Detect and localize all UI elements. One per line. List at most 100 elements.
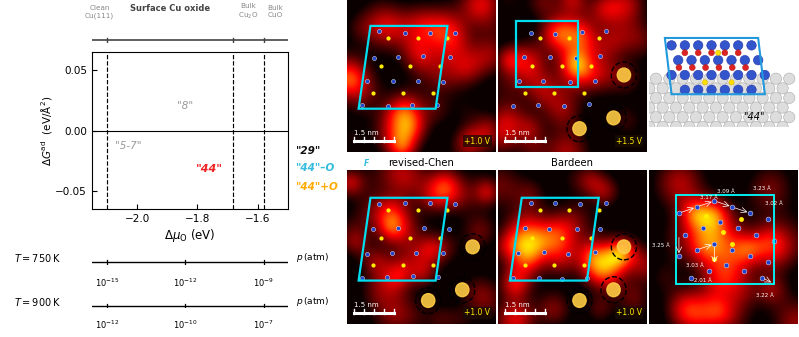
Circle shape bbox=[702, 80, 708, 85]
Circle shape bbox=[657, 102, 668, 113]
Circle shape bbox=[717, 73, 728, 84]
Circle shape bbox=[760, 70, 769, 80]
Circle shape bbox=[747, 70, 756, 80]
Circle shape bbox=[744, 112, 755, 123]
Circle shape bbox=[670, 83, 682, 94]
Circle shape bbox=[618, 240, 630, 254]
Y-axis label: $\Delta G^{\rm ad}$  (eV/Å$^2$): $\Delta G^{\rm ad}$ (eV/Å$^2$) bbox=[39, 95, 54, 166]
Circle shape bbox=[704, 92, 715, 103]
Circle shape bbox=[784, 73, 795, 84]
Circle shape bbox=[664, 92, 675, 103]
Circle shape bbox=[670, 102, 682, 113]
Text: +1.5 V: +1.5 V bbox=[616, 136, 642, 146]
Circle shape bbox=[709, 50, 714, 56]
Circle shape bbox=[644, 121, 655, 132]
Text: 3.03 Å: 3.03 Å bbox=[686, 263, 704, 268]
Circle shape bbox=[784, 112, 795, 123]
Circle shape bbox=[690, 65, 695, 70]
Circle shape bbox=[697, 83, 708, 94]
Text: "44"–O: "44"–O bbox=[296, 163, 335, 173]
Circle shape bbox=[730, 112, 741, 123]
Circle shape bbox=[694, 70, 703, 80]
Text: "29": "29" bbox=[296, 146, 320, 156]
Circle shape bbox=[684, 83, 695, 94]
Circle shape bbox=[466, 240, 479, 254]
Text: $10^{-10}$: $10^{-10}$ bbox=[173, 319, 197, 331]
Text: $p\,{\rm (atm)}$: $p\,{\rm (atm)}$ bbox=[296, 251, 329, 264]
Circle shape bbox=[753, 55, 763, 65]
Circle shape bbox=[422, 294, 435, 307]
Text: 3.17 Å: 3.17 Å bbox=[700, 195, 718, 200]
Circle shape bbox=[664, 112, 675, 123]
Circle shape bbox=[770, 112, 781, 123]
Circle shape bbox=[644, 83, 655, 94]
Circle shape bbox=[750, 121, 761, 132]
Circle shape bbox=[777, 83, 789, 94]
Circle shape bbox=[777, 102, 789, 113]
Text: "44": "44" bbox=[196, 163, 223, 174]
Circle shape bbox=[770, 73, 781, 84]
Circle shape bbox=[716, 50, 721, 55]
Circle shape bbox=[720, 70, 729, 80]
Circle shape bbox=[704, 112, 715, 123]
Circle shape bbox=[730, 73, 741, 84]
Circle shape bbox=[750, 102, 761, 113]
Circle shape bbox=[747, 85, 756, 95]
Circle shape bbox=[680, 85, 690, 95]
Text: $T = 750\,{\rm K}$: $T = 750\,{\rm K}$ bbox=[14, 252, 61, 264]
Circle shape bbox=[724, 121, 735, 132]
Circle shape bbox=[742, 65, 749, 70]
Circle shape bbox=[670, 121, 682, 132]
Circle shape bbox=[707, 41, 716, 50]
Circle shape bbox=[717, 92, 728, 103]
Text: "8": "8" bbox=[177, 101, 193, 111]
Text: 3.09 Å: 3.09 Å bbox=[718, 189, 735, 194]
Text: 1.5 nm: 1.5 nm bbox=[354, 130, 379, 136]
Circle shape bbox=[677, 73, 688, 84]
Circle shape bbox=[729, 65, 735, 70]
Circle shape bbox=[704, 73, 715, 84]
Text: 3.02 Å: 3.02 Å bbox=[765, 202, 782, 207]
Circle shape bbox=[750, 83, 761, 94]
Text: $T = 900\,{\rm K}$: $T = 900\,{\rm K}$ bbox=[14, 296, 61, 308]
Circle shape bbox=[650, 73, 662, 84]
Circle shape bbox=[674, 55, 683, 65]
Circle shape bbox=[757, 73, 768, 84]
Text: 1.5 nm: 1.5 nm bbox=[506, 302, 530, 308]
Circle shape bbox=[657, 121, 668, 132]
Circle shape bbox=[690, 112, 702, 123]
Circle shape bbox=[680, 41, 690, 50]
Circle shape bbox=[733, 41, 743, 50]
Circle shape bbox=[737, 121, 748, 132]
Circle shape bbox=[690, 73, 702, 84]
Circle shape bbox=[697, 121, 708, 132]
Circle shape bbox=[607, 283, 620, 297]
Circle shape bbox=[733, 70, 743, 80]
Circle shape bbox=[573, 294, 586, 307]
Text: "44": "44" bbox=[743, 112, 765, 122]
Text: "5-7": "5-7" bbox=[115, 141, 141, 151]
Circle shape bbox=[740, 55, 749, 65]
Text: $10^{-9}$: $10^{-9}$ bbox=[253, 277, 274, 289]
Text: 1.5 nm: 1.5 nm bbox=[354, 302, 379, 308]
Text: revised-Chen: revised-Chen bbox=[388, 158, 454, 168]
Circle shape bbox=[455, 283, 469, 297]
Circle shape bbox=[710, 102, 721, 113]
Circle shape bbox=[707, 70, 716, 80]
Circle shape bbox=[747, 41, 756, 50]
Circle shape bbox=[695, 50, 702, 56]
Text: Bulk
Cu$_2$O: Bulk Cu$_2$O bbox=[238, 3, 259, 21]
Circle shape bbox=[684, 121, 695, 132]
Circle shape bbox=[694, 41, 703, 50]
Circle shape bbox=[682, 50, 688, 56]
Circle shape bbox=[667, 70, 676, 80]
Text: 1.5 nm: 1.5 nm bbox=[506, 130, 530, 136]
Circle shape bbox=[733, 85, 743, 95]
Circle shape bbox=[707, 85, 716, 95]
Circle shape bbox=[667, 41, 676, 50]
Text: 2.01 Å: 2.01 Å bbox=[694, 278, 711, 283]
Text: 3.22 Å: 3.22 Å bbox=[756, 294, 773, 299]
Circle shape bbox=[716, 65, 721, 70]
Text: Clean
Cu(111): Clean Cu(111) bbox=[85, 5, 114, 19]
Circle shape bbox=[717, 112, 728, 123]
